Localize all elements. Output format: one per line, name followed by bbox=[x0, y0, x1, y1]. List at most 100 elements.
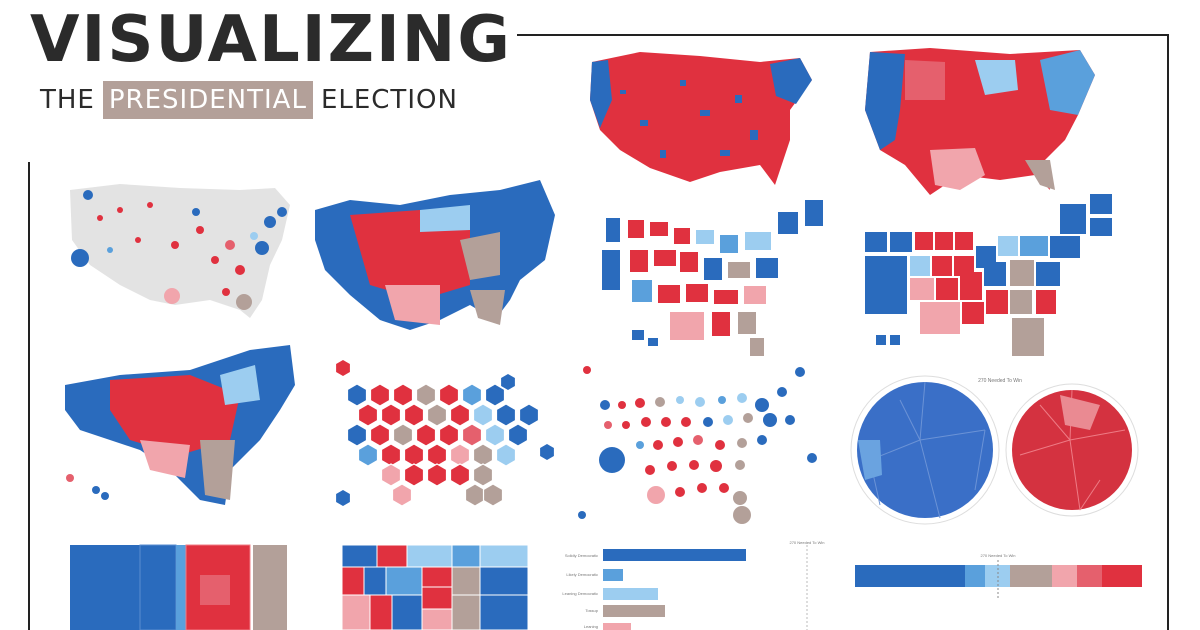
rep-circle-light-cell bbox=[1060, 395, 1100, 430]
hex-tile bbox=[357, 443, 379, 467]
rep-circle bbox=[1012, 390, 1132, 510]
circle-tile bbox=[755, 398, 769, 412]
circle-tile bbox=[785, 415, 795, 425]
county-map-blue-specks bbox=[620, 80, 758, 158]
circle-tile bbox=[695, 397, 705, 407]
circle-tile bbox=[697, 483, 707, 493]
circle-tile bbox=[661, 417, 671, 427]
dem-circle-light-cell bbox=[858, 440, 882, 480]
state-choropleth bbox=[865, 48, 1095, 195]
hex-tile bbox=[380, 463, 402, 487]
hex-tile bbox=[472, 443, 494, 467]
circle-tile bbox=[743, 413, 753, 423]
mosaic-cell bbox=[421, 566, 453, 588]
rep-circle-cells bbox=[1019, 389, 1126, 511]
county-map bbox=[590, 52, 812, 185]
hex-tile bbox=[449, 463, 471, 487]
square-cartogram-tiles bbox=[865, 194, 1112, 356]
circle-tile bbox=[719, 483, 729, 493]
hex-tile bbox=[426, 403, 448, 427]
bar-lean-rep bbox=[603, 623, 631, 630]
circle-tile bbox=[641, 417, 651, 427]
hex-tile bbox=[449, 443, 471, 467]
bubble-map-bubbles bbox=[71, 190, 287, 310]
subtitle-pre: THE bbox=[40, 85, 95, 115]
state-choropleth-texas bbox=[930, 148, 985, 190]
circle-tile bbox=[733, 491, 747, 505]
cartogram-map-lean bbox=[420, 205, 470, 232]
hexgrid-map-island-3 bbox=[101, 492, 109, 500]
hex-tile bbox=[357, 403, 379, 427]
state-choropleth-northeast bbox=[1040, 50, 1095, 115]
circle-tile bbox=[673, 437, 683, 447]
cartogram-map bbox=[315, 180, 555, 330]
subtitle-highlight: PRESIDENTIAL bbox=[102, 81, 313, 119]
hex-tile bbox=[482, 483, 504, 507]
circle-tile bbox=[737, 393, 747, 403]
frame-left-line bbox=[28, 162, 30, 630]
hex-tile bbox=[346, 383, 368, 407]
bubble-map bbox=[70, 184, 290, 318]
circle-tile bbox=[583, 366, 591, 374]
hex-tile bbox=[464, 483, 486, 507]
mosaic-cell bbox=[479, 594, 529, 630]
circle-tile bbox=[681, 417, 691, 427]
circle-tile bbox=[635, 398, 645, 408]
hex-tile bbox=[540, 444, 554, 460]
hex-tile bbox=[369, 383, 391, 407]
cartogram-map-center bbox=[350, 210, 470, 300]
circle-tile bbox=[807, 453, 817, 463]
circle-tile bbox=[710, 460, 722, 472]
circle-tile bbox=[735, 460, 745, 470]
circle-tile bbox=[636, 441, 644, 449]
hex-tile bbox=[392, 383, 414, 407]
hex-tile bbox=[392, 423, 414, 447]
mosaic-cell bbox=[421, 608, 453, 630]
state-choropleth-upper-midwest bbox=[975, 60, 1018, 95]
hex-tile bbox=[403, 463, 425, 487]
page-subtitle: THE PRESIDENTIAL ELECTION bbox=[40, 80, 458, 120]
exploded-map-states bbox=[602, 200, 823, 356]
stacked-bar-title: 270 Needed To Win bbox=[980, 553, 1015, 558]
hex-tile bbox=[380, 403, 402, 427]
circle-tile bbox=[723, 415, 733, 425]
circle-tile-map bbox=[578, 366, 817, 524]
mosaic-cell bbox=[385, 566, 423, 596]
circle-tile bbox=[647, 486, 665, 504]
treemap-2 bbox=[341, 544, 529, 630]
hex-tile bbox=[346, 423, 368, 447]
hex-tile bbox=[495, 403, 517, 427]
mosaic-cell bbox=[451, 566, 481, 596]
bar-solid-dem bbox=[603, 549, 746, 561]
hex-tile bbox=[403, 403, 425, 427]
bar-chart-row-label: Leaning bbox=[584, 624, 598, 629]
dem-circle bbox=[857, 382, 993, 518]
circle-tile bbox=[795, 367, 805, 377]
cartogram-map-texas bbox=[385, 285, 440, 325]
state-choropleth-west bbox=[865, 52, 905, 150]
county-map-blue-west bbox=[590, 60, 612, 128]
bar-likely-dem bbox=[603, 569, 623, 581]
hex-tile bbox=[518, 403, 540, 427]
mosaic-cell bbox=[421, 586, 453, 610]
mosaic-cell bbox=[479, 544, 529, 568]
square-cartogram bbox=[865, 194, 1112, 356]
mosaic-cell bbox=[376, 544, 408, 568]
page-title: VISUALIZING bbox=[30, 3, 512, 77]
hex-tile bbox=[426, 443, 448, 467]
circle-tile bbox=[777, 387, 787, 397]
stacked-electoral-bar: 270 Needed To Win bbox=[855, 553, 1142, 600]
hexgrid-map-island-1 bbox=[66, 474, 74, 482]
exploded-map bbox=[602, 200, 823, 356]
state-choropleth-florida bbox=[1025, 160, 1055, 190]
circle-tile bbox=[604, 421, 612, 429]
mosaic-cell bbox=[406, 544, 453, 568]
hexgrid-map-island-2 bbox=[92, 486, 100, 494]
hex-tile bbox=[369, 423, 391, 447]
dem-circle-cells bbox=[869, 381, 986, 519]
hex-tile bbox=[438, 383, 460, 407]
bar-chart-threshold-label: 270 Needed To Win bbox=[789, 540, 824, 545]
circle-tile bbox=[618, 401, 626, 409]
category-bar-chart: Solidly Democratic Likely Democratic Lea… bbox=[562, 540, 825, 630]
